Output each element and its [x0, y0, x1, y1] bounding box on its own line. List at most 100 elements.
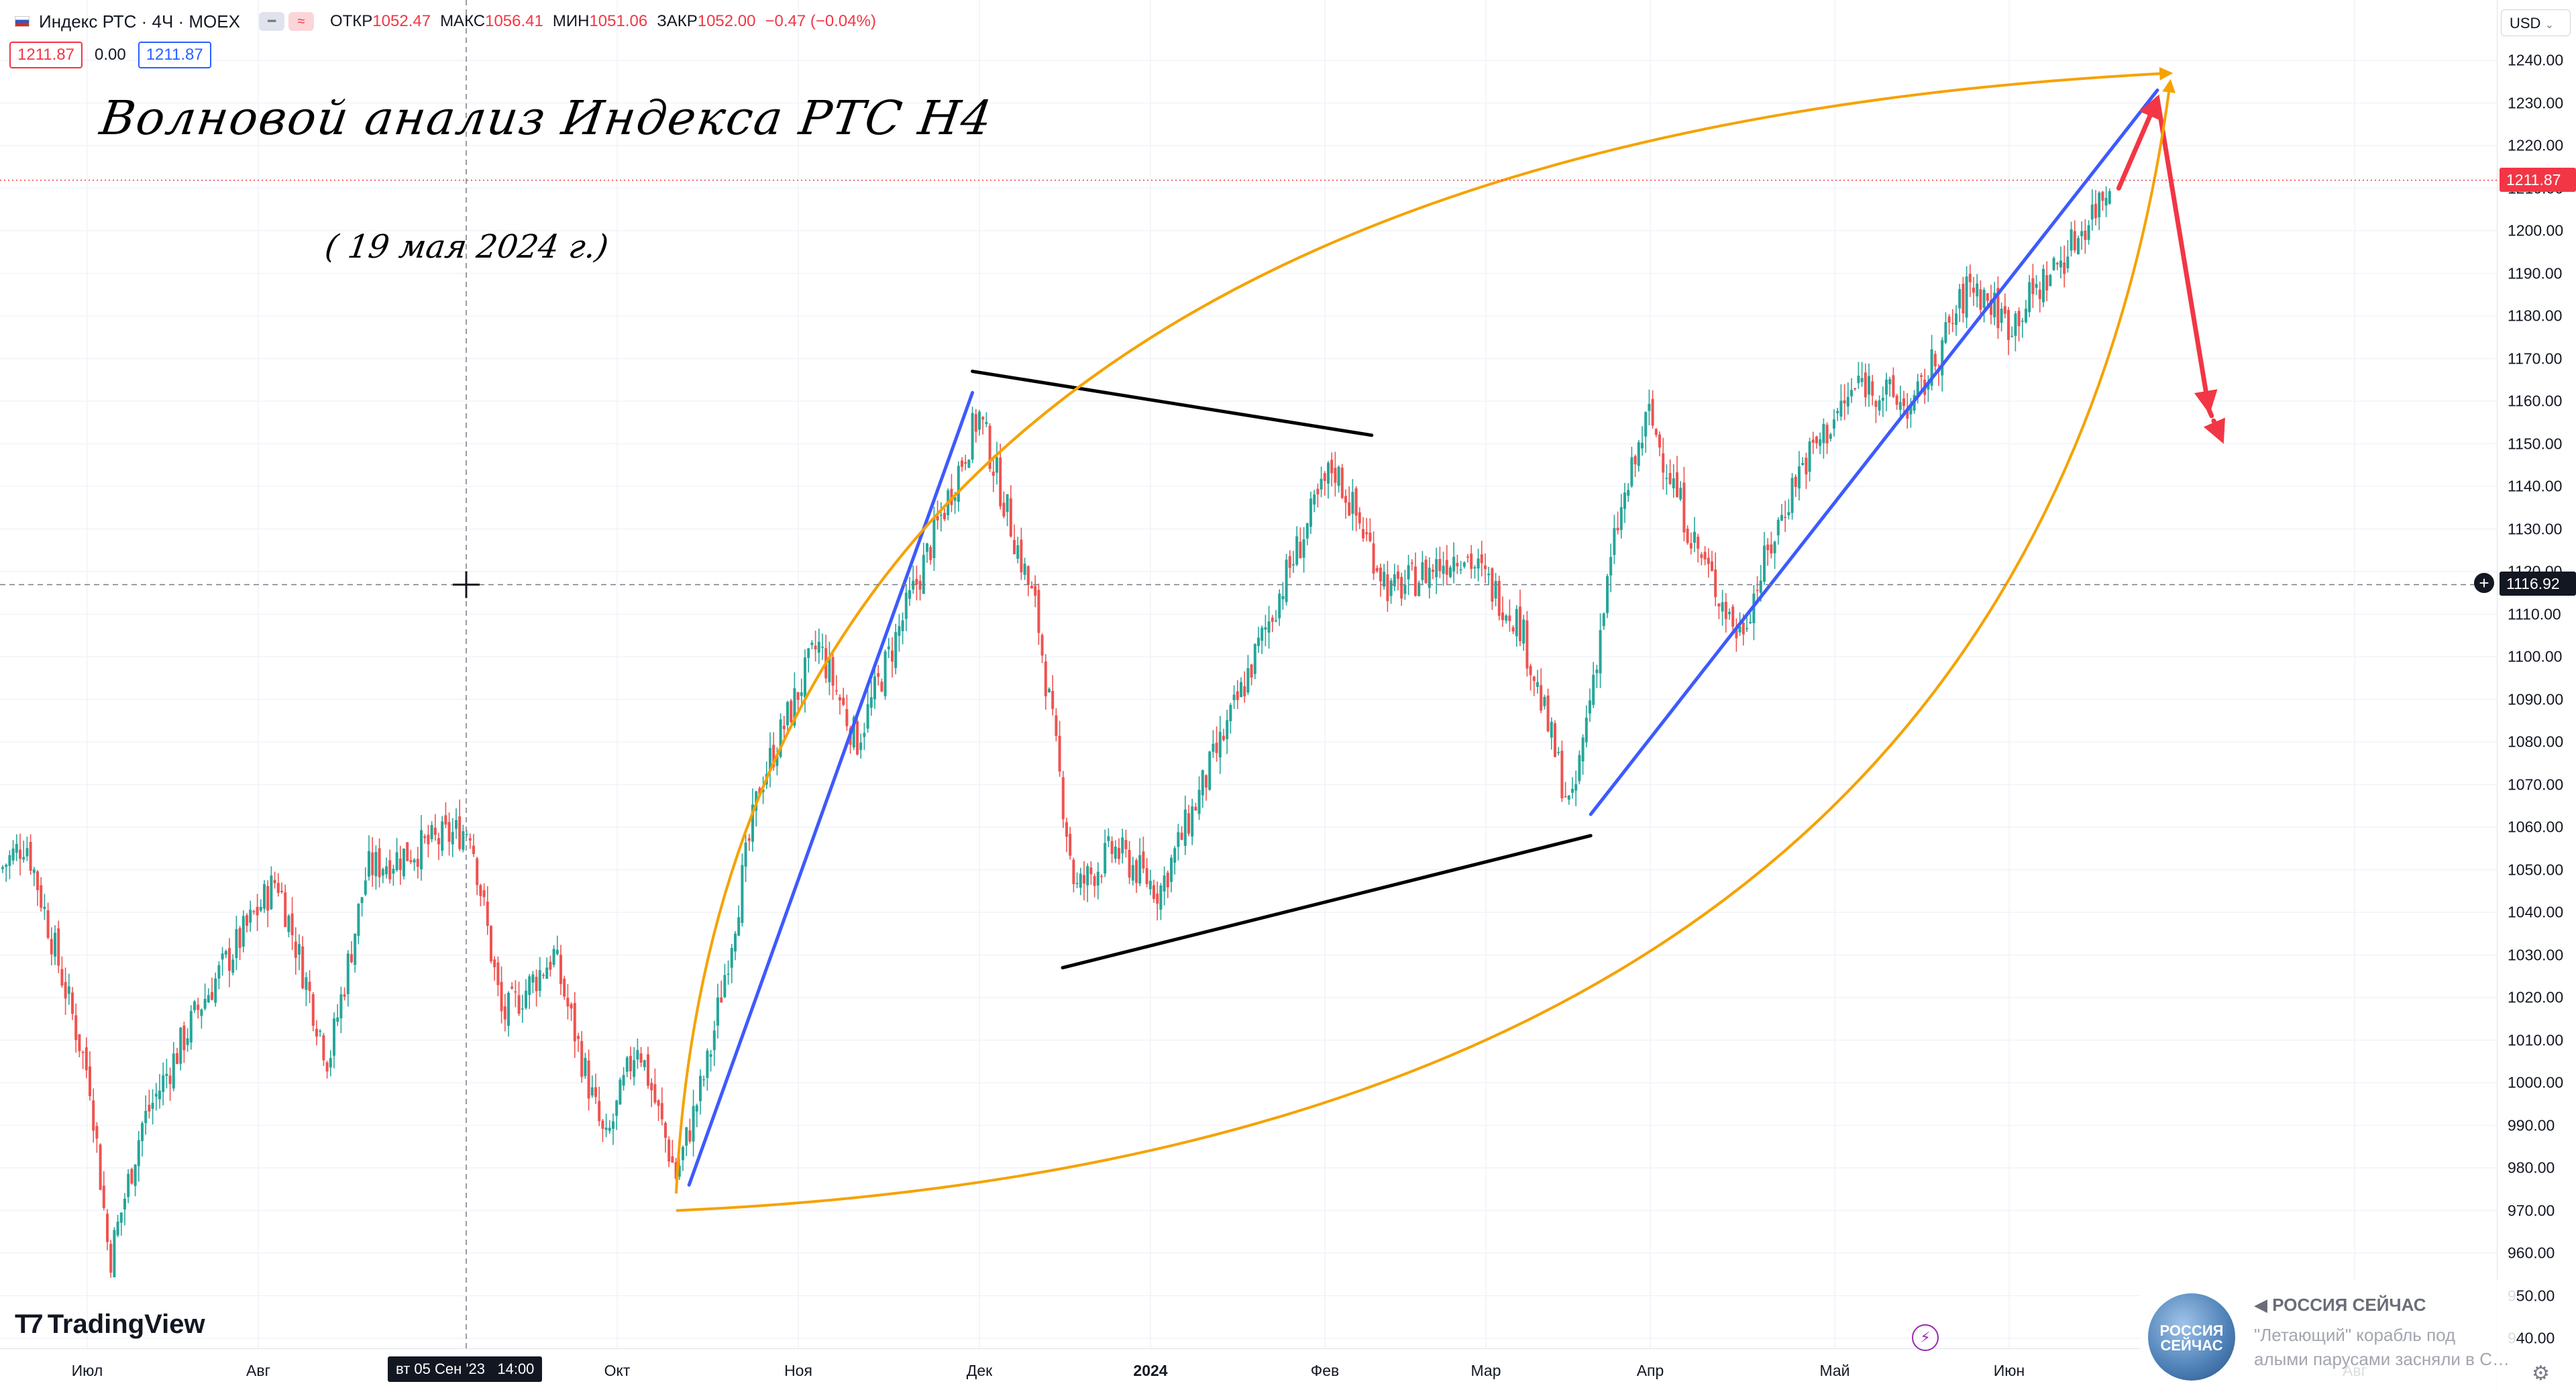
candle [329, 1050, 332, 1077]
candle-body [528, 976, 531, 996]
candle [40, 877, 43, 912]
candle [1525, 610, 1529, 677]
candle [89, 1051, 91, 1101]
candle-body [2084, 230, 2087, 240]
ask-price[interactable]: 1211.87 [138, 42, 211, 68]
time-axis[interactable] [0, 1348, 2497, 1396]
candle-body [263, 884, 266, 909]
candle [1020, 527, 1023, 580]
candle-body [144, 1110, 148, 1124]
gear-icon[interactable]: ⚙ [2532, 1362, 2550, 1385]
candle [1295, 526, 1299, 566]
candle-body [1644, 412, 1648, 437]
candle [1417, 580, 1421, 597]
candle-body [1375, 568, 1379, 572]
candle-body [535, 977, 538, 991]
lightning-icon[interactable]: ⚡ [1912, 1324, 1939, 1351]
candle [1368, 518, 1372, 543]
minus-icon[interactable]: ━ [258, 12, 284, 31]
candle-body [1232, 694, 1236, 700]
candle [1075, 872, 1079, 888]
candle [706, 1048, 709, 1091]
candle [1766, 538, 1770, 566]
candle [1246, 655, 1250, 696]
candle [608, 1120, 611, 1134]
candle-body [2087, 225, 2090, 240]
candle [113, 1227, 116, 1278]
candle [8, 850, 11, 879]
candle-body [1589, 700, 1591, 714]
candle [1048, 687, 1051, 693]
price-scale[interactable] [2497, 0, 2576, 1395]
time-tick-label: Авг [246, 1362, 270, 1379]
candle [427, 824, 430, 858]
candle [1397, 565, 1399, 591]
candle [1898, 385, 1902, 421]
tradingview-logo[interactable]: T7 TradingView [15, 1309, 205, 1340]
candle-body [1131, 865, 1134, 881]
candle [601, 1119, 604, 1142]
approx-icon[interactable]: ≈ [288, 12, 314, 31]
candle-body [1197, 790, 1201, 814]
candle [1152, 879, 1155, 903]
candle-body [1201, 769, 1204, 796]
candle [667, 1136, 671, 1167]
candle [1860, 362, 1864, 387]
candle-body [203, 998, 207, 1009]
indicator-toggles[interactable]: ━ ≈ [258, 12, 314, 31]
candle-body [1337, 466, 1340, 486]
plus-icon[interactable]: + [2474, 573, 2494, 593]
symbol-name[interactable]: Индекс РТС · 4Ч · MOEX [39, 11, 240, 32]
news-widget[interactable]: РОССИЯ СЕЙЧАС ◀ РОССИЯ СЕЙЧАС "Летающий"… [2140, 1280, 2516, 1395]
candle-body [256, 906, 259, 916]
candle-body [1222, 735, 1225, 741]
candle [1, 865, 4, 873]
candle [831, 651, 835, 700]
bid-price[interactable]: 1211.87 [9, 42, 83, 68]
candle-body [1878, 400, 1881, 411]
candle-body [1738, 626, 1741, 633]
time-tick-label: Мар [1470, 1362, 1501, 1379]
candle [2080, 221, 2084, 250]
candle-body [559, 955, 562, 984]
candle-body [1846, 396, 1849, 407]
price-tick-label: 1030.00 [2508, 946, 2564, 963]
candle-body [451, 832, 454, 845]
candle [1079, 867, 1082, 896]
candle [657, 1099, 660, 1121]
candle-body [329, 1058, 332, 1068]
candle [643, 1059, 646, 1071]
candle-body [1148, 881, 1152, 890]
candle [1250, 663, 1253, 686]
candle [538, 957, 541, 998]
ohlc-value: 1056.41 [485, 12, 543, 30]
candle-body [629, 1056, 632, 1071]
candle-body [78, 1034, 81, 1052]
candle-body [231, 959, 235, 973]
candle [263, 879, 266, 913]
candle [1407, 555, 1410, 596]
candle-body [1445, 559, 1448, 575]
candle-body [1, 867, 4, 869]
price-chart[interactable] [0, 0, 2497, 1348]
candle [1299, 527, 1302, 559]
orange-arc [676, 78, 2176, 1212]
candle [224, 949, 227, 959]
candle-body [671, 1156, 674, 1163]
candle-body [1700, 554, 1703, 558]
candle [891, 637, 894, 678]
candle [1700, 551, 1703, 566]
news-headline[interactable]: "Летающий" корабль под алыми парусами за… [2254, 1323, 2516, 1371]
candle-body [1100, 875, 1103, 877]
currency-select[interactable]: USD ⌄ [2501, 9, 2571, 36]
candle-body [2080, 231, 2084, 237]
candle [1462, 561, 1466, 569]
candle [1668, 459, 1672, 485]
candle-body [1281, 596, 1285, 600]
candle [971, 407, 974, 464]
candle [1976, 274, 1979, 308]
ohlc-value: 1051.06 [589, 12, 648, 30]
candle [433, 814, 437, 841]
candle-body [727, 973, 730, 975]
blue-trendline [1589, 88, 2159, 816]
